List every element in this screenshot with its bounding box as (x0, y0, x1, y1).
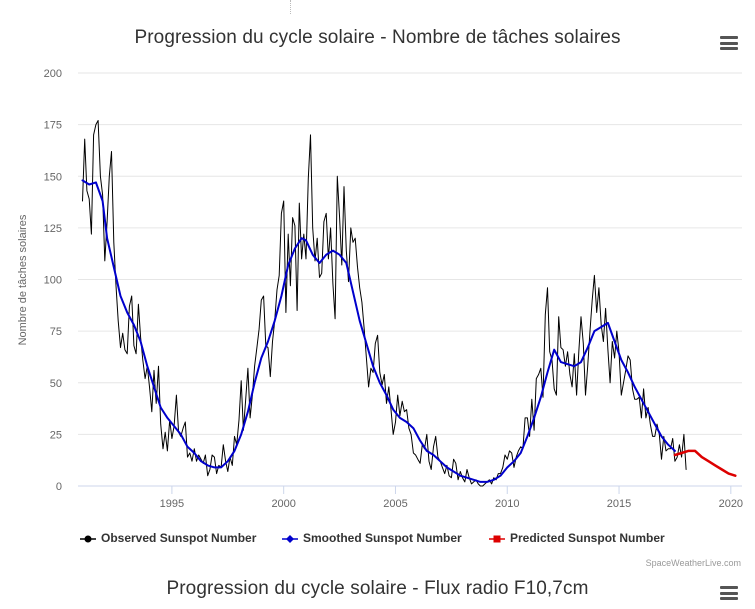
legend-item-smoothed[interactable]: Smoothed Sunspot Number (282, 531, 462, 545)
x-axis-ticks: 1995 2000 2005 2010 2015 2020 (160, 486, 743, 510)
legend-observed-marker-icon (80, 535, 96, 543)
y-tick-label: 25 (50, 429, 62, 441)
legend-label-observed: Observed Sunspot Number (101, 531, 257, 545)
legend-item-observed[interactable]: Observed Sunspot Number (80, 531, 256, 545)
y-tick-label: 50 (50, 378, 62, 390)
legend-label-smoothed: Smoothed Sunspot Number (303, 531, 462, 545)
x-tick-label: 2020 (719, 498, 743, 510)
y-tick-label: 200 (44, 68, 62, 80)
hamburger-menu-icon-second[interactable] (720, 586, 738, 600)
legend-item-predicted[interactable]: Predicted Sunspot Number (489, 531, 665, 545)
y-tick-label: 0 (56, 481, 62, 493)
y-tick-label: 150 (44, 171, 62, 183)
top-divider (290, 0, 292, 14)
y-tick-label: 175 (44, 120, 62, 132)
y-tick-label: 100 (44, 275, 62, 287)
y-axis-label: Nombre de tâches solaires (17, 214, 29, 345)
x-tick-label: 2010 (495, 498, 519, 510)
y-tick-label: 75 (50, 326, 62, 338)
series-lines (81, 120, 737, 487)
hamburger-menu-icon[interactable] (720, 36, 738, 50)
credits-link[interactable]: SpaceWeatherLive.com (645, 558, 741, 568)
x-tick-label: 2005 (383, 498, 407, 510)
legend-smoothed-marker-icon (282, 534, 298, 543)
y-axis-ticks: 0 25 50 75 100 125 150 175 200 (44, 68, 62, 493)
legend-label-predicted: Predicted Sunspot Number (510, 531, 665, 545)
x-tick-label: 1995 (160, 498, 184, 510)
x-tick-label: 2000 (271, 498, 295, 510)
x-tick-label: 2015 (607, 498, 631, 510)
series-line-smoothed[interactable] (81, 179, 676, 483)
y-tick-label: 125 (44, 223, 62, 235)
legend-predicted-marker-icon (489, 535, 505, 543)
series-line-observed[interactable] (82, 120, 687, 487)
second-chart-title: Progression du cycle solaire - Flux radi… (166, 578, 589, 599)
chart-title: Progression du cycle solaire - Nombre de… (134, 27, 621, 48)
grid-lines (78, 72, 742, 487)
series-line-predicted[interactable] (673, 449, 737, 477)
